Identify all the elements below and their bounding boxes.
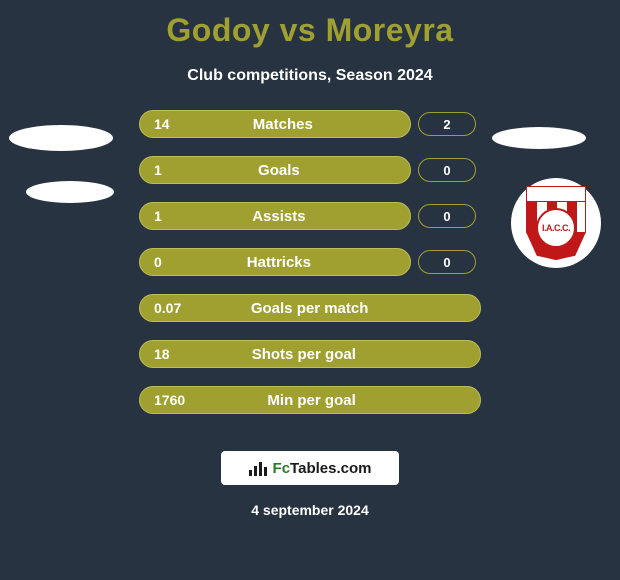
stat-left-value: 1: [154, 162, 162, 178]
footer-date: 4 september 2024: [0, 502, 620, 518]
stats-area: 14 Matches 2 1 Goals 0 1 Assists 0: [0, 110, 620, 432]
stat-left-value: 14: [154, 116, 170, 132]
stat-label: Goals per match: [251, 300, 369, 317]
stat-row-hattricks: 0 Hattricks 0: [0, 248, 620, 278]
stat-left-value: 0: [154, 254, 162, 270]
stat-right-value: 0: [418, 158, 476, 182]
stat-row-goals-per-match: 0.07 Goals per match: [0, 294, 620, 324]
stat-label: Hattricks: [247, 254, 311, 271]
stat-left-value: 1760: [154, 392, 185, 408]
stat-right-value: 0: [418, 204, 476, 228]
stat-right-value: 2: [418, 112, 476, 136]
stat-label: Goals: [258, 162, 300, 179]
stat-left-value: 0.07: [154, 300, 181, 316]
brand-tables: Tables.com: [290, 460, 371, 477]
subtitle: Club competitions, Season 2024: [0, 67, 620, 85]
stat-left-value: 1: [154, 208, 162, 224]
brand-logo[interactable]: FcTables.com: [221, 451, 399, 485]
stat-row-goals: 1 Goals 0: [0, 156, 620, 186]
stat-right-value: 0: [418, 250, 476, 274]
stat-row-assists: 1 Assists 0: [0, 202, 620, 232]
stat-row-min-per-goal: 1760 Min per goal: [0, 386, 620, 416]
brand-fc: Fc: [273, 460, 291, 477]
stat-label: Assists: [252, 208, 305, 225]
stat-left-value: 18: [154, 346, 170, 362]
stat-label: Min per goal: [267, 392, 355, 409]
page-title: Godoy vs Moreyra: [0, 0, 620, 49]
stat-row-matches: 14 Matches 2: [0, 110, 620, 140]
stat-label: Matches: [253, 116, 313, 133]
stat-label: Shots per goal: [252, 346, 356, 363]
stat-row-shots-per-goal: 18 Shots per goal: [0, 340, 620, 370]
bar-chart-icon: [249, 460, 269, 476]
comparison-card: Godoy vs Moreyra Club competitions, Seas…: [0, 0, 620, 580]
